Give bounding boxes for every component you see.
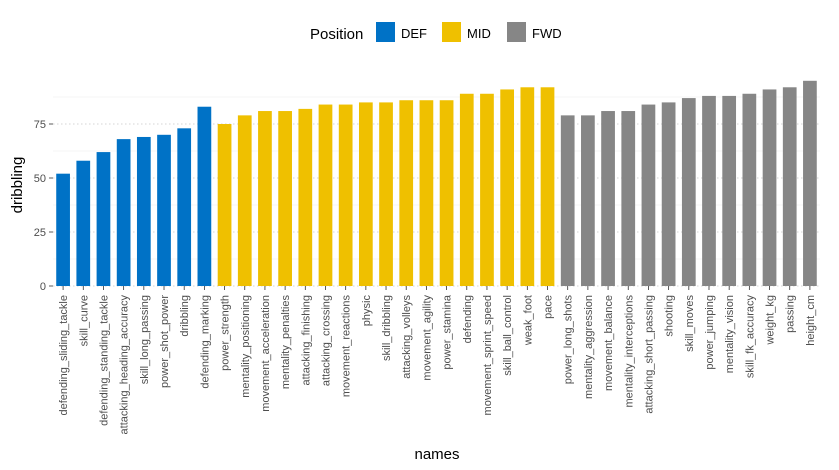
x-tick-label: attacking_heading_accuracy (119, 295, 131, 435)
bar-pace (540, 87, 555, 286)
legend-key-fwd (507, 22, 526, 42)
x-tick-label: mentality_positioning (240, 295, 252, 398)
x-tick-label: skill_long_passing (139, 295, 151, 384)
y-tick-label: 50 (34, 173, 46, 185)
x-tick-label: movement_agility (421, 295, 433, 381)
bar-physic (358, 102, 373, 287)
bar-power-strength (217, 124, 232, 286)
bar-skill-curve (76, 160, 91, 286)
bar-skill-ball-control (500, 89, 515, 286)
bar-mentality-vision (722, 95, 737, 286)
bar-defending-sliding-tackle (56, 173, 70, 286)
bar-power-stamina (439, 100, 454, 287)
bar-defending (459, 93, 474, 286)
bar-defending-marking (197, 106, 212, 286)
bar-skill-dribbling (379, 102, 393, 287)
x-tick-label: skill_ball_control (502, 295, 514, 376)
x-tick-label: defending_marking (199, 295, 211, 389)
bar-skill-fk-accuracy (742, 93, 757, 286)
x-axis: defending_sliding_tackle skill_curve defen… (58, 286, 817, 434)
legend-key-mid (442, 22, 461, 42)
x-tick-label: attacking_volleys (401, 295, 413, 379)
bar-movement-agility (419, 100, 434, 287)
bar-mentality-penalties (278, 111, 292, 286)
bar-movement-sprint-speed (480, 93, 494, 286)
bar-movement-acceleration (258, 111, 272, 286)
bar-attacking-volleys (399, 100, 414, 287)
legend-label-fwd: FWD (532, 26, 562, 41)
x-tick-label: defending_standing_tackle (98, 295, 110, 426)
x-tick-label: attacking_short_passing (643, 295, 655, 414)
x-tick-label: movement_sprint_speed (482, 295, 494, 415)
bar-movement-balance (601, 111, 615, 286)
bar-weight-kg (762, 89, 777, 286)
x-tick-label: power_shot_power (159, 295, 171, 388)
x-tick-label: power_strength (220, 295, 232, 371)
legend: Position DEF MID FWD (310, 22, 562, 43)
x-tick-label: pace (543, 295, 555, 319)
x-tick-label: movement_reactions (341, 295, 353, 398)
bar-attacking-finishing (298, 108, 313, 286)
bar-attacking-heading-accuracy (116, 139, 131, 286)
bar-power-long-shots (560, 115, 575, 286)
x-tick-label: skill_dribbling (381, 295, 393, 361)
bar-dribbling (177, 128, 192, 286)
x-tick-label: mentality_vision (724, 295, 736, 373)
bar-movement-reactions (338, 104, 353, 286)
x-tick-label: passing (785, 295, 797, 333)
y-tick-label: 75 (34, 119, 46, 131)
bar-skill-long-passing (136, 136, 151, 286)
y-axis: 0 25 50 75 (34, 119, 53, 293)
bar-skill-moves (681, 98, 696, 286)
x-tick-label: shooting (664, 295, 676, 337)
x-tick-label: power_jumping (704, 295, 716, 370)
x-tick-label: movement_acceleration (260, 295, 272, 412)
x-tick-label: movement_balance (603, 295, 615, 391)
x-tick-label: dribbling (179, 295, 191, 337)
bar-power-shot-power (157, 134, 171, 286)
y-tick-label: 0 (40, 281, 46, 293)
bar-mentality-interceptions (621, 111, 636, 286)
legend-label-def: DEF (401, 26, 427, 41)
bar-attacking-crossing (318, 104, 333, 286)
bar-height-cm (803, 80, 817, 286)
x-tick-label: height_cm (805, 295, 817, 346)
bar-mentality-aggression (581, 115, 595, 286)
bars-group (56, 80, 817, 287)
bar-weak-foot (520, 87, 535, 286)
x-tick-label: mentality_aggression (583, 295, 595, 399)
legend-key-def (376, 22, 395, 42)
x-tick-label: defending (462, 295, 474, 343)
x-tick-label: mentality_interceptions (623, 295, 635, 408)
x-tick-label: skill_curve (78, 295, 90, 346)
x-tick-label: weight_kg (765, 295, 777, 346)
x-tick-label: skill_moves (684, 295, 696, 352)
bar-power-jumping (702, 95, 716, 286)
bar-shooting (661, 102, 676, 287)
x-tick-label: attacking_crossing (320, 295, 332, 386)
x-tick-label: weak_foot (522, 295, 534, 346)
bar-attacking-short-passing (641, 104, 656, 286)
y-axis-title: dribbling (9, 157, 26, 214)
x-tick-label: skill_fk_accuracy (744, 295, 756, 379)
x-tick-label: physic (361, 295, 373, 327)
x-tick-label: attacking_finishing (300, 295, 312, 386)
bar-passing (782, 87, 797, 286)
x-axis-title: names (414, 446, 459, 463)
y-tick-label: 25 (34, 227, 46, 239)
x-tick-label: power_stamina (442, 294, 454, 369)
bar-defending-standing-tackle (96, 152, 111, 286)
legend-label-mid: MID (467, 26, 491, 41)
bar-mentality-positioning (237, 115, 252, 286)
x-tick-label: mentality_penalties (280, 295, 292, 390)
legend-title: Position (310, 26, 363, 43)
x-tick-label: power_long_shots (563, 295, 575, 385)
x-tick-label: defending_sliding_tackle (58, 295, 70, 415)
